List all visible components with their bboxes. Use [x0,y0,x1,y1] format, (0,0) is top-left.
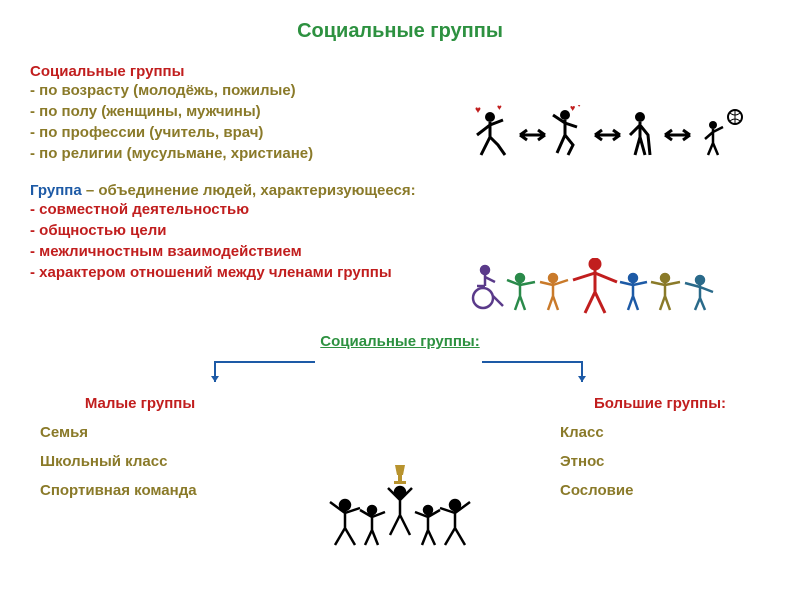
arrow-right-icon [472,360,592,390]
diagram-title: Социальные группы: [30,333,770,350]
col-heading-big: Большие группы: [550,395,770,412]
col-item: Спортивная команда [30,482,250,499]
svg-text:♥: ♥ [570,105,575,113]
definition-word: Группа [30,182,82,199]
list-item: - общностью цели [30,220,770,241]
column-big-groups: Большие группы: Класс Этнос Сословие [550,395,770,511]
list-item: - по возрасту (молодёжь, пожилые) [30,80,770,101]
celebration-figures-icon [320,460,480,550]
arrow-left-icon [205,360,325,390]
svg-text:♥: ♥ [577,105,581,109]
col-item: Семья [30,424,250,441]
family-chain-icon [465,258,755,318]
people-silhouettes-row-icon: ♥ ♥ ♥ ♥ [465,105,765,165]
definition-line: Группа – объединение людей, характеризую… [30,182,770,199]
svg-text:♥: ♥ [497,105,502,112]
col-heading-small: Малые группы [30,395,250,412]
col-item: Класс [550,424,770,441]
page-title: Социальные группы [30,20,770,43]
col-item: Школьный класс [30,453,250,470]
list-item: - совместной деятельностью [30,199,770,220]
col-item: Сословие [550,482,770,499]
col-item: Этнос [550,453,770,470]
column-small-groups: Малые группы Семья Школьный класс Спорти… [30,395,250,511]
section-types-heading: Социальные группы [30,63,770,80]
svg-text:♥: ♥ [475,105,481,116]
definition-rest: – объединение людей, характеризующееся: [82,182,416,199]
